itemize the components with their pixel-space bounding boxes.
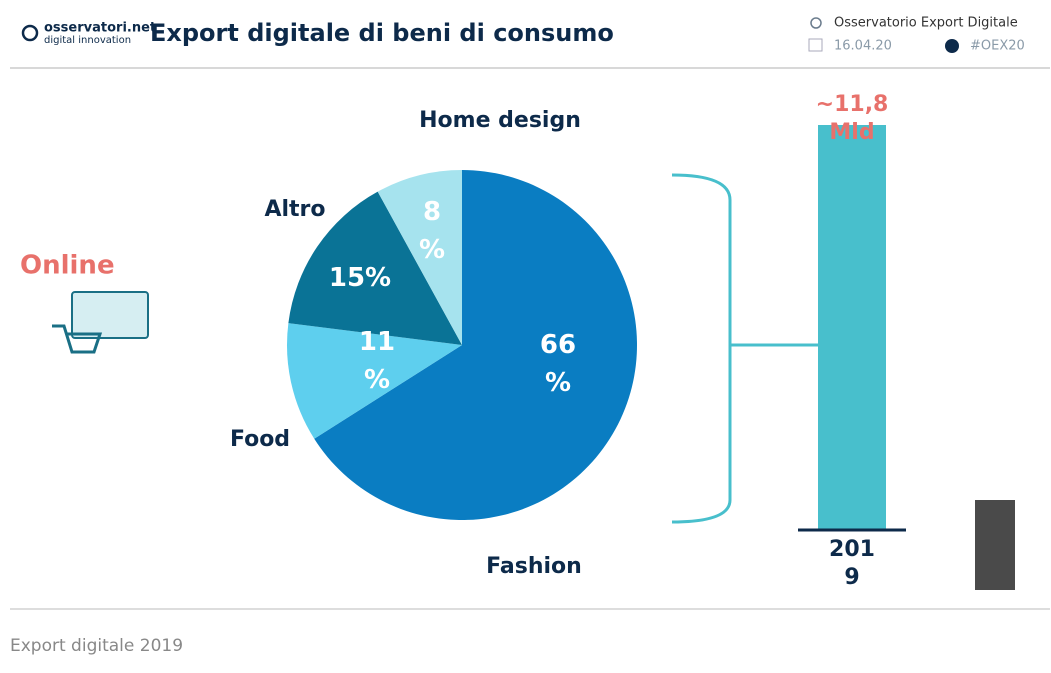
side-label: Online: [20, 251, 115, 281]
twitter-icon: [945, 39, 959, 53]
value-label-line: ~11,8: [816, 92, 889, 117]
logo-icon: [21, 24, 39, 42]
value-label: ~11,8 Mld: [816, 92, 889, 145]
pie-slice: [377, 170, 462, 345]
logo-sub: digital innovation: [44, 35, 131, 46]
category-label: 201 9: [829, 537, 875, 590]
pie-slice: [286, 323, 462, 439]
cart-icon: [52, 324, 103, 354]
category-label: Fashion: [486, 554, 582, 579]
value-label-line: 11: [359, 327, 395, 357]
value-label-line: %: [419, 235, 445, 265]
logo: osservatori.net: [44, 21, 156, 36]
category-label: Altro: [264, 197, 325, 222]
value-label-line: %: [545, 368, 571, 398]
bracket: [671, 173, 818, 524]
value-label: 66%: [540, 330, 576, 398]
value-label: 15%: [329, 263, 391, 293]
source: Osservatorio Export Digitale: [834, 16, 1018, 31]
value-label: 11%: [359, 327, 395, 395]
value-label-line: Mld: [829, 120, 874, 145]
hashtag: #OEX20: [970, 39, 1025, 54]
value-label: 8%: [419, 197, 445, 265]
value-label-line: 66: [540, 330, 576, 360]
title: Export digitale di beni di consumo: [150, 19, 614, 47]
source-icon: [810, 17, 822, 29]
value-label-line: 8: [423, 197, 441, 227]
pie-slice: [314, 170, 637, 521]
shopper-icon: [975, 500, 1015, 590]
category-label-line: 201: [829, 537, 875, 562]
pie-slice: [288, 191, 462, 345]
value-label-line: 15%: [329, 263, 391, 293]
category-label-line: 9: [844, 565, 859, 590]
laptop-icon: [71, 291, 149, 339]
date-icon: [808, 38, 823, 52]
category-label: Food: [230, 427, 290, 452]
value-label-line: %: [364, 365, 390, 395]
category-label: Home design: [419, 108, 581, 133]
date: 16.04.20: [834, 39, 892, 54]
footer: Export digitale 2019: [10, 636, 183, 656]
bar: [818, 125, 886, 530]
